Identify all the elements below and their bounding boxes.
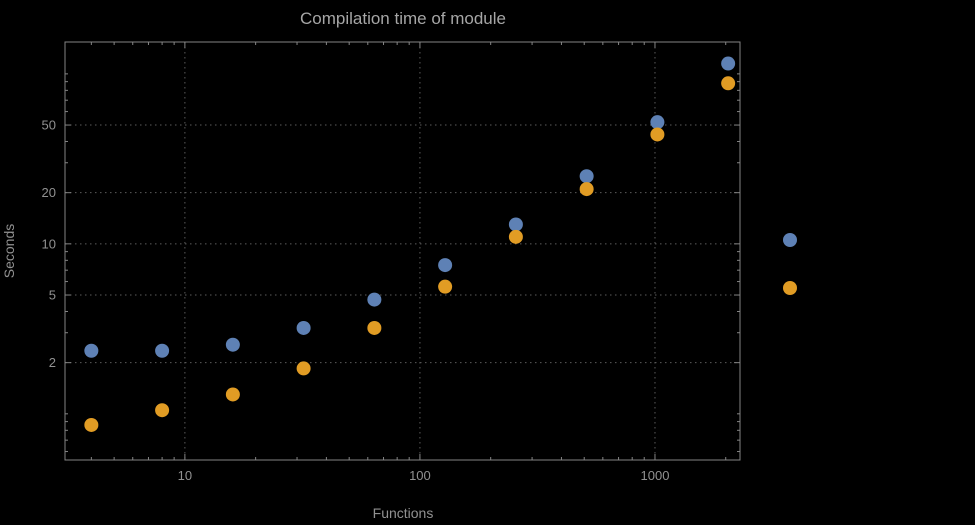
data-point-series-1: [155, 343, 170, 358]
data-points: [84, 56, 736, 432]
frame-border: [64, 41, 741, 461]
data-point-series-1: [508, 217, 523, 232]
data-point-series-2: [155, 403, 170, 418]
x-axis-label: Functions: [373, 505, 434, 521]
data-point-series-1: [296, 320, 311, 335]
x-tick-label: 100: [409, 468, 431, 483]
data-point-series-1: [721, 56, 736, 71]
data-point-series-1: [579, 169, 594, 184]
data-point-series-1: [438, 258, 453, 273]
y-axis-label: Seconds: [1, 224, 17, 278]
y-tick-label: 50: [42, 118, 56, 133]
legend-markers: [783, 233, 797, 295]
plot-frame: [64, 41, 741, 461]
data-point-series-2: [438, 279, 453, 294]
legend-marker-series-1: [783, 233, 797, 247]
chart-title: Compilation time of module: [300, 9, 506, 28]
data-point-series-2: [296, 361, 311, 376]
data-point-series-2: [508, 229, 523, 244]
x-tick-label: 10: [178, 468, 192, 483]
axis-ticks: [65, 42, 740, 460]
data-point-series-2: [579, 182, 594, 197]
data-point-series-1: [225, 337, 240, 352]
data-point-series-2: [84, 417, 99, 432]
y-tick-label: 5: [49, 288, 56, 303]
tick-labels: 10 100 1000 2 5 10 20 50: [42, 118, 670, 483]
data-point-series-2: [225, 387, 240, 402]
legend-marker-series-2: [783, 281, 797, 295]
x-tick-label: 1000: [641, 468, 670, 483]
y-tick-label: 20: [42, 185, 56, 200]
data-point-series-1: [367, 292, 382, 307]
y-tick-label: 2: [49, 355, 56, 370]
gridlines: [65, 42, 740, 460]
data-point-series-2: [650, 127, 665, 142]
data-point-series-1: [650, 115, 665, 130]
data-point-series-1: [84, 343, 99, 358]
y-tick-label: 10: [42, 236, 56, 251]
data-point-series-2: [367, 320, 382, 335]
data-point-series-2: [721, 76, 736, 91]
